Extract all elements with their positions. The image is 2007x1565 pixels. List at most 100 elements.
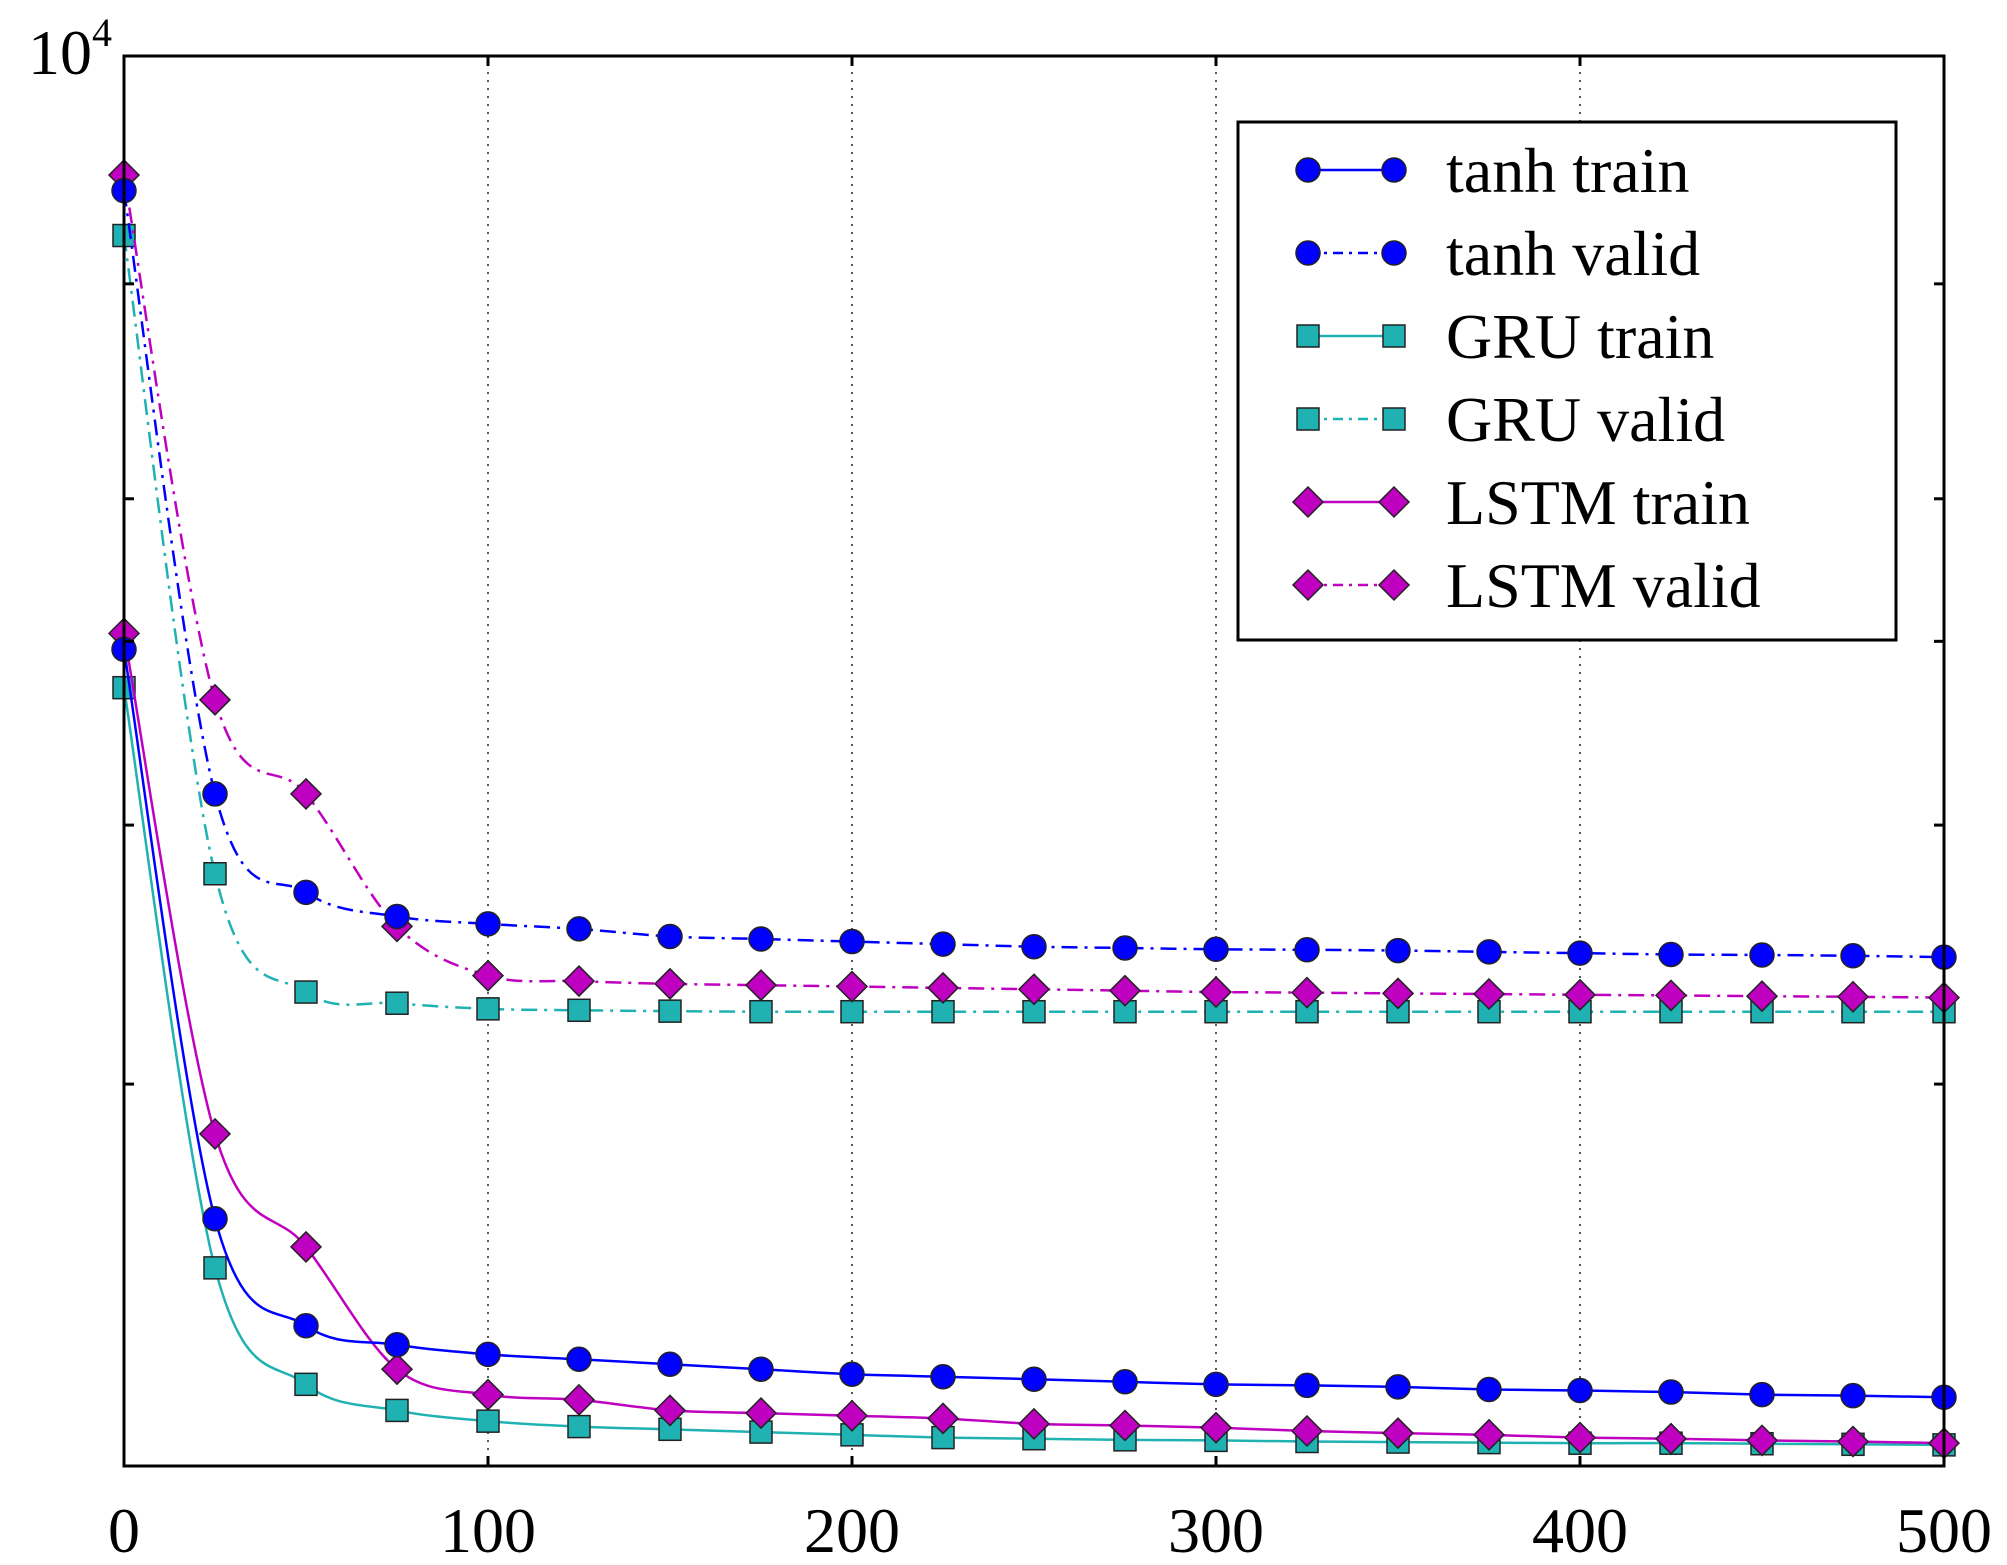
series-layer (107, 158, 1961, 1460)
x-tick-label: 100 (440, 1495, 536, 1565)
data-point-tanh-valid (1385, 937, 1411, 964)
data-point-tanh-train (930, 1363, 956, 1390)
data-point-tanh-valid (1567, 940, 1593, 966)
data-point-gru-train (476, 1409, 500, 1433)
data-point-tanh-train (293, 1313, 319, 1339)
data-point-tanh-train (1567, 1377, 1593, 1404)
data-point-tanh-train (1385, 1374, 1411, 1400)
legend-box (1236, 120, 1898, 642)
data-point-lstm-train (471, 1378, 505, 1411)
x-tick-label: 0 (108, 1495, 140, 1565)
data-point-lstm-valid (835, 970, 869, 1003)
data-point-lstm-train (1836, 1425, 1870, 1458)
series-line-tanh-valid (122, 190, 1945, 959)
data-point-gru-train (385, 1398, 409, 1423)
data-point-lstm-valid (926, 971, 960, 1004)
legend-marker-gru-train (1382, 324, 1406, 348)
legend-label-gru-train: GRU train (1446, 301, 1714, 372)
data-point-tanh-train (1476, 1376, 1502, 1403)
data-point-lstm-valid (198, 683, 232, 716)
data-point-tanh-valid (1749, 942, 1775, 968)
legend-item-gru-valid: GRU valid (1296, 384, 1725, 455)
data-point-tanh-valid (1294, 937, 1320, 963)
data-point-lstm-valid (1836, 980, 1870, 1013)
data-point-gru-valid (476, 997, 500, 1021)
data-point-lstm-valid (1654, 979, 1688, 1012)
data-point-tanh-train (566, 1346, 592, 1373)
data-point-tanh-valid (1840, 943, 1866, 969)
series-tanh-valid (111, 177, 1957, 970)
data-point-lstm-train (744, 1397, 778, 1430)
data-point-lstm-train (1472, 1418, 1506, 1451)
data-point-gru-valid (931, 999, 955, 1024)
legend-marker-gru-valid (1296, 407, 1320, 431)
data-point-tanh-valid (1021, 933, 1047, 960)
legend-item-lstm-train: LSTM train (1291, 467, 1750, 538)
data-point-tanh-train (1658, 1379, 1684, 1405)
data-point-lstm-valid (1563, 978, 1597, 1011)
data-point-tanh-valid (1203, 936, 1229, 963)
legend-marker-tanh-train (1381, 157, 1407, 183)
data-point-lstm-train (926, 1402, 960, 1435)
data-point-lstm-train (1381, 1417, 1415, 1450)
legend-label-tanh-valid: tanh valid (1446, 218, 1700, 289)
data-point-tanh-valid (930, 931, 956, 957)
data-point-lstm-train (1017, 1407, 1051, 1440)
data-point-lstm-train (1654, 1422, 1688, 1455)
data-point-tanh-valid (657, 923, 683, 950)
data-point-lstm-train (1563, 1421, 1597, 1454)
data-point-lstm-valid (1199, 975, 1233, 1009)
data-point-tanh-valid (293, 879, 319, 906)
data-point-tanh-train (657, 1351, 683, 1377)
data-point-lstm-train (653, 1394, 687, 1427)
legend-marker-tanh-train (1295, 157, 1321, 183)
legend-label-tanh-train: tanh train (1446, 135, 1689, 206)
legend-label-lstm-valid: LSTM valid (1446, 550, 1761, 621)
legend: tanh train tanh valid GRU train GRU valid LS… (1236, 120, 1898, 642)
data-point-tanh-train (839, 1361, 865, 1387)
data-point-tanh-valid (475, 911, 501, 937)
data-point-tanh-train (1021, 1366, 1047, 1393)
legend-marker-lstm-valid (1377, 568, 1411, 602)
data-point-gru-valid (840, 999, 864, 1024)
data-point-tanh-valid (1476, 939, 1502, 965)
legend-item-lstm-valid: LSTM valid (1291, 550, 1761, 621)
data-point-gru-valid (294, 980, 318, 1004)
series-tanh-train (111, 636, 1957, 1410)
data-point-lstm-train (289, 1230, 323, 1263)
data-point-lstm-valid (1745, 980, 1779, 1013)
y-tick-label: 104 (28, 10, 112, 88)
data-point-tanh-valid (839, 928, 865, 955)
data-point-gru-train (567, 1414, 591, 1439)
data-point-gru-valid (658, 999, 682, 1023)
legend-item-gru-train: GRU train (1296, 301, 1714, 372)
legend-marker-lstm-train (1377, 485, 1411, 519)
data-point-gru-valid (203, 861, 227, 886)
data-point-tanh-train (1294, 1372, 1320, 1399)
data-point-lstm-train (380, 1353, 414, 1386)
data-point-lstm-train (198, 1117, 232, 1150)
data-point-tanh-valid (1112, 935, 1138, 961)
data-point-lstm-train (1199, 1411, 1233, 1444)
data-point-tanh-valid (748, 926, 774, 952)
data-point-tanh-train (202, 1205, 228, 1232)
data-point-lstm-valid (289, 777, 323, 810)
series-lstm-valid (107, 158, 1961, 1014)
data-point-tanh-train (748, 1356, 774, 1382)
data-point-tanh-valid (384, 903, 410, 930)
data-point-gru-valid (749, 999, 773, 1024)
data-point-lstm-train (835, 1399, 869, 1432)
x-tick-label: 400 (1532, 1495, 1628, 1565)
legend-item-tanh-train: tanh train (1295, 135, 1689, 206)
series-lstm-train (107, 617, 1961, 1460)
data-point-tanh-valid (202, 781, 228, 807)
grid-lines (487, 56, 1581, 1466)
legend-marker-lstm-valid (1291, 568, 1325, 602)
data-point-lstm-valid (1017, 973, 1051, 1006)
data-point-lstm-valid (471, 959, 505, 992)
x-tick-label: 300 (1168, 1495, 1264, 1565)
data-point-gru-valid (385, 991, 409, 1015)
legend-item-tanh-valid: tanh valid (1295, 218, 1700, 289)
data-point-lstm-train (1290, 1414, 1324, 1448)
data-point-tanh-train (1749, 1381, 1775, 1408)
